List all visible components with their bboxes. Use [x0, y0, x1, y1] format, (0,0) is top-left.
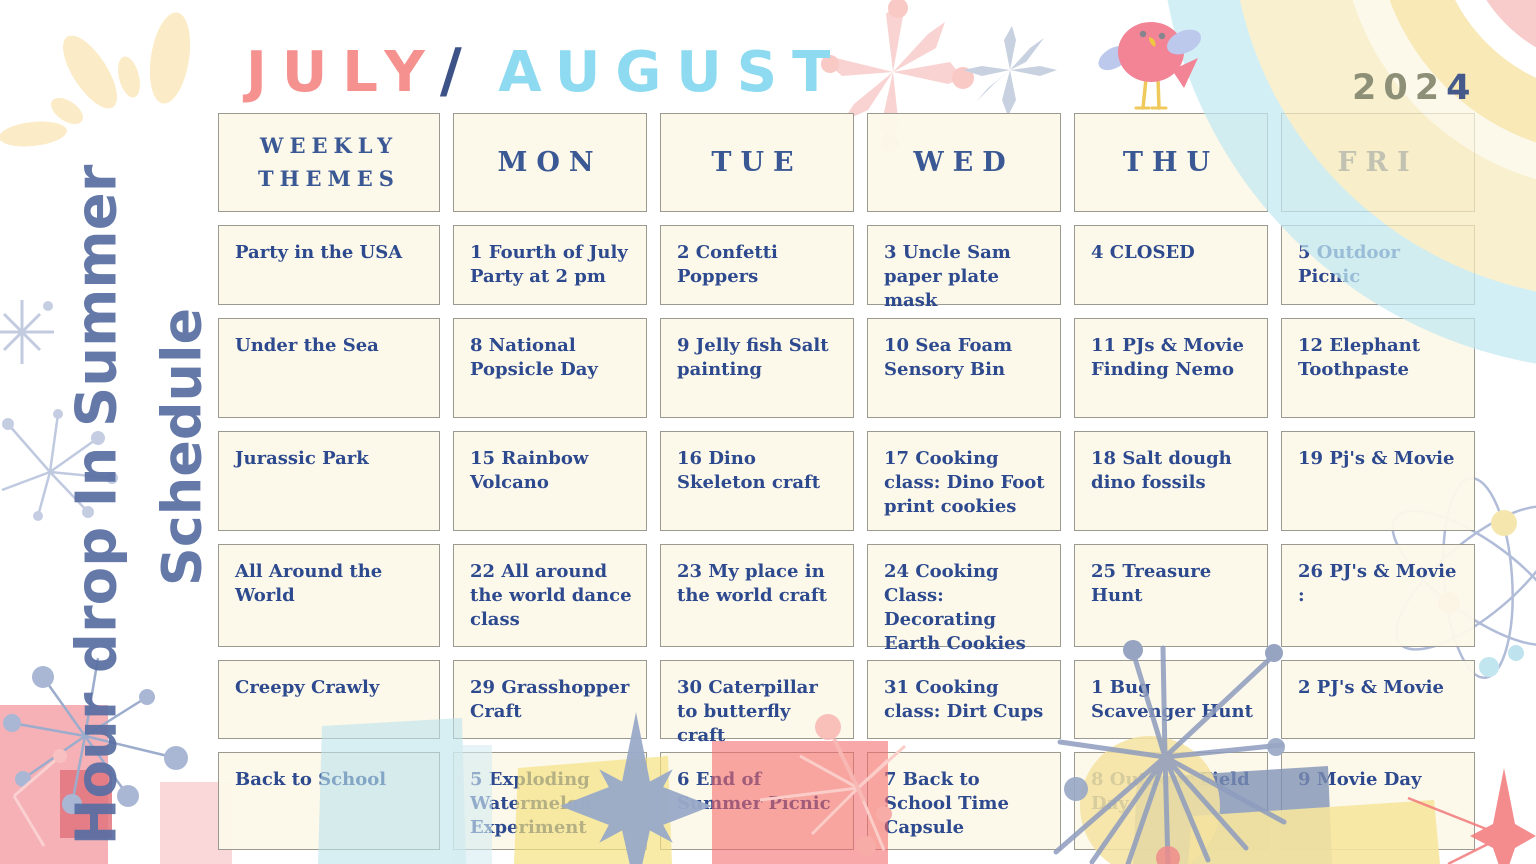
page-title: JULY/ AUGUST [246, 36, 845, 106]
header-weekly-themes: WEEKLY THEMES [218, 113, 440, 212]
calendar-cell: 30 Caterpillar to butterfly craft [660, 660, 854, 746]
calendar-cell: 31 Cooking class: Dirt Cups [867, 660, 1061, 739]
calendar-cell: 1 Fourth of July Party at 2 pm [453, 225, 647, 305]
gray-sparkle-icon [963, 26, 1057, 116]
calendar-cell: 2 PJ's & Movie [1281, 660, 1475, 739]
calendar-cell: 3 Uncle Sam paper plate mask [867, 225, 1061, 311]
calendar-cell: 16 Dino Skeleton craft [660, 431, 854, 531]
calendar-cell: 24 Cooking Class: Decorating Earth Cooki… [867, 544, 1061, 654]
calendar-cell: 8 National Popsicle Day [453, 318, 647, 418]
theme-cell: Under the Sea [218, 318, 440, 418]
theme-cell: Creepy Crawly [218, 660, 440, 739]
calendar-cell: 11 PJs & Movie Finding Nemo [1074, 318, 1268, 418]
year-label: 2024 [1352, 68, 1478, 108]
theme-cell: Party in the USA [218, 225, 440, 305]
theme-cell: Jurassic Park [218, 431, 440, 531]
calendar-cell: 5 Outdoor Picnic [1281, 225, 1475, 305]
title-july: JULY [246, 40, 440, 105]
calendar-cell: 6 End of Summer Picnic [660, 752, 854, 850]
calendar-cell: 2 Confetti Poppers [660, 225, 854, 305]
calendar-cell: 5 Exploding Watermelon Experiment [453, 752, 647, 850]
calendar-cell: 4 CLOSED [1074, 225, 1268, 305]
calendar-cell: 17 Cooking class: Dino Foot print cookie… [867, 431, 1061, 531]
title-august: AUGUST [498, 40, 846, 105]
side-title-line1: Hour drop In Summer [64, 164, 130, 846]
calendar-cell: 12 Elephant Toothpaste [1281, 318, 1475, 418]
calendar-cell: 26 PJ's & Movie : [1281, 544, 1475, 647]
calendar-cell: 25 Treasure Hunt [1074, 544, 1268, 647]
calendar-cell: 9 Movie Day [1281, 752, 1475, 850]
theme-cell: All Around the World [218, 544, 440, 647]
calendar-cell: 15 Rainbow Volcano [453, 431, 647, 531]
theme-cell: Back to School [218, 752, 440, 850]
calendar-cell: 22 All around the world dance class [453, 544, 647, 647]
calendar-cell: 7 Back to School Time Capsule [867, 752, 1061, 850]
side-title-line2: Schedule [150, 307, 214, 587]
calendar-cell: 9 Jelly fish Salt painting [660, 318, 854, 418]
header-mon: MON [453, 113, 647, 212]
title-slash: / [439, 36, 464, 106]
calendar-cell: 18 Salt dough dino fossils [1074, 431, 1268, 531]
sun-petals-icon [0, 12, 191, 147]
calendar-cell: 10 Sea Foam Sensory Bin [867, 318, 1061, 418]
header-wed: WED [867, 113, 1061, 212]
header-fri: FRI [1281, 113, 1475, 212]
calendar-cell: 8 Outdoor Field Day [1074, 752, 1268, 850]
calendar-cell: 29 Grasshopper Craft [453, 660, 647, 739]
left-sparkle-icon [0, 300, 54, 364]
calendar-cell: 19 Pj's & Movie [1281, 431, 1475, 531]
calendar-cell: 1 Bug Scavenger Hunt [1074, 660, 1268, 739]
header-thu: THU [1074, 113, 1268, 212]
schedule-table: WEEKLY THEMES MON TUE WED THU FRI Party … [218, 113, 1475, 850]
calendar-cell: 23 My place in the world craft [660, 544, 854, 647]
bird-icon [1098, 22, 1202, 110]
header-tue: TUE [660, 113, 854, 212]
